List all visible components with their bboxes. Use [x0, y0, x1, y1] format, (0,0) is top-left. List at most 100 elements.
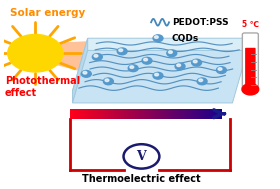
Circle shape: [175, 63, 185, 70]
Bar: [121, 108, 124, 119]
Text: Photothermal
effect: Photothermal effect: [5, 76, 80, 98]
Circle shape: [193, 60, 197, 63]
Circle shape: [218, 68, 222, 70]
Bar: [114, 108, 116, 119]
Bar: [123, 108, 125, 119]
Circle shape: [8, 34, 63, 72]
Text: Solar energy: Solar energy: [10, 8, 85, 18]
Bar: [100, 108, 102, 119]
Circle shape: [142, 57, 152, 64]
Circle shape: [155, 73, 158, 76]
Circle shape: [103, 78, 113, 85]
Circle shape: [169, 51, 172, 53]
Circle shape: [192, 59, 202, 66]
Bar: [120, 108, 122, 119]
Circle shape: [94, 55, 98, 57]
Bar: [149, 108, 151, 119]
Bar: [165, 108, 168, 119]
Bar: [99, 108, 101, 119]
Bar: [80, 108, 83, 119]
Bar: [102, 108, 104, 119]
Bar: [79, 108, 81, 119]
Bar: [170, 108, 172, 119]
Circle shape: [177, 64, 181, 67]
Bar: [130, 108, 133, 119]
Bar: [129, 108, 131, 119]
Circle shape: [128, 65, 138, 72]
Circle shape: [153, 35, 163, 42]
Circle shape: [83, 71, 87, 74]
Bar: [168, 108, 171, 119]
Circle shape: [117, 48, 127, 55]
Bar: [158, 108, 160, 119]
Bar: [217, 108, 219, 119]
Bar: [155, 108, 157, 119]
Bar: [218, 108, 221, 119]
Bar: [74, 108, 77, 119]
Bar: [206, 108, 209, 119]
Bar: [97, 108, 99, 119]
Bar: [161, 108, 163, 119]
Text: 5 ℃: 5 ℃: [242, 20, 259, 29]
Bar: [88, 108, 90, 119]
Bar: [150, 108, 153, 119]
Bar: [71, 108, 74, 119]
Text: Thermoelectric effect: Thermoelectric effect: [82, 174, 201, 184]
Polygon shape: [73, 38, 248, 91]
Bar: [85, 108, 87, 119]
Bar: [115, 108, 118, 119]
Bar: [200, 108, 202, 119]
Bar: [83, 108, 86, 119]
Bar: [70, 108, 72, 119]
Bar: [139, 108, 142, 119]
Bar: [179, 108, 181, 119]
Bar: [178, 108, 180, 119]
Bar: [136, 108, 139, 119]
FancyBboxPatch shape: [242, 33, 258, 92]
Bar: [124, 108, 127, 119]
Bar: [208, 108, 210, 119]
Bar: [171, 108, 174, 119]
Bar: [109, 108, 111, 119]
Bar: [194, 108, 197, 119]
Bar: [203, 108, 206, 119]
Polygon shape: [50, 38, 155, 91]
Bar: [199, 108, 201, 119]
Bar: [73, 108, 75, 119]
Bar: [167, 108, 169, 119]
Polygon shape: [73, 38, 88, 103]
Circle shape: [153, 72, 163, 79]
Circle shape: [197, 78, 207, 85]
Bar: [138, 108, 140, 119]
Bar: [174, 108, 177, 119]
Bar: [215, 108, 218, 119]
Bar: [76, 108, 78, 119]
Bar: [103, 108, 106, 119]
Bar: [182, 108, 184, 119]
Bar: [141, 108, 143, 119]
Bar: [164, 108, 166, 119]
Bar: [127, 108, 130, 119]
Bar: [197, 108, 199, 119]
Circle shape: [119, 49, 123, 52]
Bar: [94, 108, 96, 119]
Bar: [191, 108, 193, 119]
Bar: [220, 108, 222, 119]
Bar: [212, 108, 215, 119]
Polygon shape: [73, 50, 248, 103]
Bar: [77, 108, 80, 119]
Bar: [188, 108, 190, 119]
Bar: [146, 108, 148, 119]
Bar: [111, 108, 113, 119]
Bar: [173, 108, 175, 119]
Bar: [118, 108, 121, 119]
Bar: [90, 108, 92, 119]
Text: PEDOT:PSS: PEDOT:PSS: [172, 18, 228, 27]
Circle shape: [123, 144, 159, 169]
Bar: [87, 108, 89, 119]
Bar: [211, 108, 213, 119]
Bar: [108, 108, 110, 119]
Bar: [176, 108, 178, 119]
Bar: [117, 108, 119, 119]
Bar: [181, 108, 183, 119]
